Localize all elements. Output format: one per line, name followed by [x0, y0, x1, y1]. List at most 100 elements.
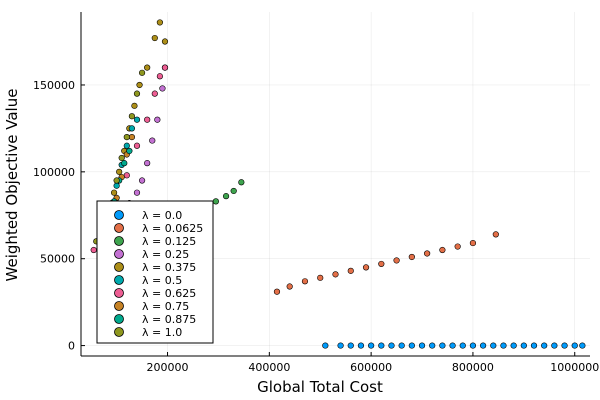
- legend-entry: λ = 0.75: [142, 300, 189, 313]
- legend-entry: λ = 0.5: [142, 274, 182, 287]
- data-point: [133, 90, 141, 97]
- data-point: [230, 187, 237, 195]
- data-point: [301, 278, 309, 285]
- series-1: [273, 231, 499, 295]
- data-point: [469, 342, 477, 349]
- y-tick-label: 0: [68, 340, 75, 353]
- data-point: [439, 342, 446, 349]
- x-axis-label: Global Total Cost: [257, 378, 383, 396]
- data-point: [530, 342, 538, 349]
- data-point: [408, 342, 415, 349]
- legend-marker: [114, 288, 124, 298]
- data-point: [133, 142, 141, 149]
- data-point: [368, 342, 375, 349]
- legend-entry: λ = 0.625: [142, 287, 196, 300]
- data-point: [393, 257, 400, 264]
- legend-marker: [114, 262, 124, 272]
- data-point: [378, 342, 385, 349]
- data-point: [454, 243, 461, 250]
- data-point: [398, 342, 405, 349]
- data-point: [161, 64, 169, 71]
- data-point: [222, 193, 230, 200]
- data-point: [551, 342, 558, 349]
- data-point: [154, 116, 161, 123]
- legend-marker: [114, 301, 124, 311]
- legend-marker: [114, 327, 124, 337]
- x-ticks: 200000 400000 600000 800000 1000000: [147, 352, 599, 374]
- y-tick-label: 150000: [33, 79, 75, 92]
- data-point: [133, 189, 141, 196]
- data-point: [113, 182, 120, 189]
- data-point: [123, 172, 130, 179]
- legend-entry: λ = 0.125: [142, 235, 196, 248]
- data-point: [449, 342, 456, 349]
- data-point: [362, 264, 370, 271]
- data-point: [520, 342, 527, 349]
- data-point: [490, 342, 497, 349]
- legend-entry: λ = 0.375: [142, 261, 196, 274]
- data-point: [429, 342, 436, 349]
- x-tick-label: 600000: [350, 361, 392, 374]
- data-point: [424, 250, 431, 257]
- data-point: [110, 189, 118, 196]
- data-point: [480, 342, 487, 349]
- data-point: [161, 38, 169, 45]
- legend-marker: [114, 249, 124, 259]
- data-point: [418, 342, 426, 349]
- data-point: [144, 116, 151, 123]
- data-point: [561, 342, 568, 349]
- data-point: [151, 34, 158, 42]
- legend-entry: λ = 0.875: [142, 313, 196, 326]
- data-point: [123, 133, 130, 141]
- y-ticks: 0 50000 100000 150000: [33, 79, 85, 353]
- data-point: [149, 137, 156, 144]
- data-point: [500, 342, 507, 349]
- legend-marker: [114, 236, 124, 246]
- data-point: [156, 19, 163, 26]
- data-point: [128, 125, 135, 132]
- data-point: [378, 260, 385, 268]
- data-point: [357, 342, 365, 349]
- data-point: [128, 113, 135, 120]
- data-point: [156, 73, 163, 80]
- data-point: [151, 90, 158, 97]
- data-point: [116, 168, 123, 175]
- legend-entry: λ = 0.0625: [142, 222, 203, 235]
- data-point: [469, 239, 477, 247]
- data-point: [90, 246, 97, 254]
- legend-entry: λ = 1.0: [142, 326, 182, 339]
- y-axis-label: Weighted Objective Value: [3, 89, 21, 282]
- data-point: [439, 246, 446, 254]
- axes: [80, 12, 590, 357]
- x-tick-label: 800000: [452, 361, 494, 374]
- data-point: [322, 342, 329, 349]
- legend-marker: [114, 275, 124, 285]
- data-point: [144, 64, 151, 71]
- series-0: [322, 342, 586, 349]
- data-point: [133, 116, 141, 123]
- data-point: [121, 160, 128, 167]
- data-point: [273, 288, 281, 295]
- y-tick-label: 50000: [40, 253, 75, 266]
- x-tick-label: 1000000: [550, 361, 599, 374]
- data-point: [408, 253, 415, 261]
- x-tick-label: 200000: [147, 361, 189, 374]
- data-point: [113, 177, 120, 184]
- data-point: [337, 342, 344, 349]
- data-point: [571, 342, 578, 349]
- data-point: [238, 179, 245, 186]
- legend-entry: λ = 0.0: [142, 209, 182, 222]
- data-point: [159, 85, 166, 92]
- data-point: [131, 102, 138, 109]
- data-point: [459, 342, 466, 349]
- data-point: [118, 154, 125, 162]
- data-point: [126, 147, 133, 155]
- legend-marker: [114, 314, 124, 324]
- data-point: [388, 342, 395, 349]
- data-point: [138, 177, 146, 184]
- data-point: [510, 342, 517, 349]
- y-tick-label: 100000: [33, 166, 75, 179]
- data-point: [128, 133, 135, 141]
